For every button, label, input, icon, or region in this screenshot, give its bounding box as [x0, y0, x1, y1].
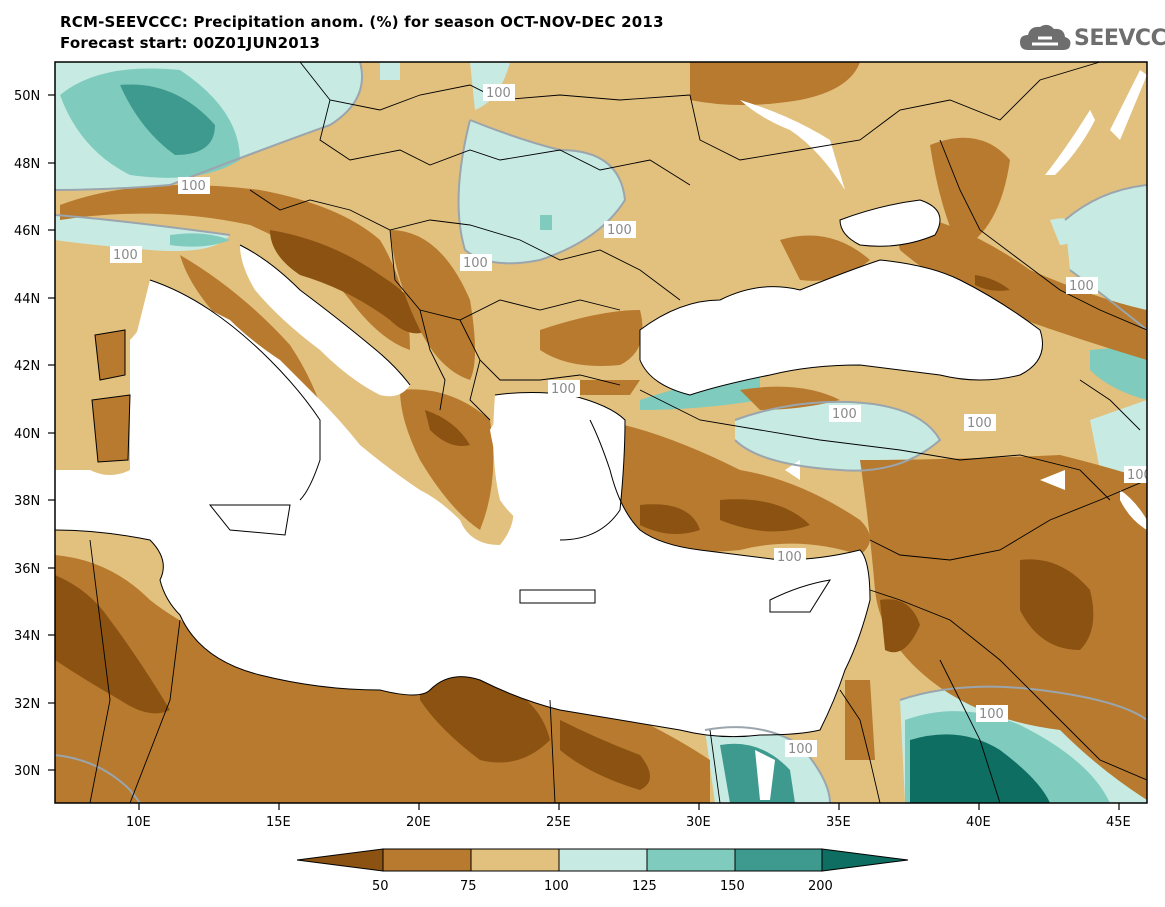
lat-label: 42N	[14, 359, 40, 374]
colorbar-tick: 100	[544, 879, 569, 894]
lon-label: 40E	[966, 815, 991, 830]
colorbar-tick: 50	[372, 879, 389, 894]
contour-label: 100	[483, 84, 515, 101]
colorbar-segment	[470, 848, 560, 872]
contour-label: 100	[460, 254, 492, 271]
lat-label: 38N	[14, 494, 40, 509]
lat-label: 30N	[14, 764, 40, 779]
colorbar-segment	[558, 848, 648, 872]
lon-label: 30E	[686, 815, 711, 830]
contour-label: 100	[604, 221, 636, 238]
contour-label: 100	[774, 548, 806, 565]
svg-text:100: 100	[1069, 279, 1094, 294]
colorbar-segment	[821, 848, 909, 872]
lat-label: 46N	[14, 224, 40, 239]
svg-text:100: 100	[1127, 468, 1152, 483]
country-borders	[89, 62, 1147, 803]
contour-label: 100	[110, 246, 142, 263]
lat-label: 44N	[14, 292, 40, 307]
map-panel: 100 100 100 100 100 100 100 100 100 100 …	[55, 62, 1152, 803]
svg-text:100: 100	[979, 707, 1004, 722]
latitude-labels: 50N 48N 46N 44N 42N 40N 38N 36N 34N 32N …	[14, 89, 40, 779]
colorbar-segment	[296, 848, 384, 872]
contour-label: 100	[785, 740, 817, 757]
lon-label: 20E	[406, 815, 431, 830]
svg-text:100: 100	[486, 86, 511, 101]
map-title: RCM-SEEVCCC: Precipitation anom. (%) for…	[60, 12, 664, 54]
colorbar-tick: 125	[632, 879, 657, 894]
svg-text:100: 100	[113, 248, 138, 263]
colorbar-tick: 75	[460, 879, 477, 894]
title-line-1: RCM-SEEVCCC: Precipitation anom. (%) for…	[60, 13, 664, 31]
svg-text:100: 100	[607, 223, 632, 238]
colorbar-segment	[382, 848, 472, 872]
colorbar-segment	[734, 848, 823, 872]
lon-label: 45E	[1106, 815, 1131, 830]
lat-label: 48N	[14, 157, 40, 172]
lat-label: 36N	[14, 562, 40, 577]
colorbar-labels: 50 75 100 125 150 200	[372, 879, 833, 894]
contour-label: 100	[964, 414, 996, 431]
contour-label: 100	[548, 380, 580, 397]
negative-anomaly-areas	[55, 62, 1147, 803]
svg-text:100: 100	[463, 256, 488, 271]
contour-label: 100	[976, 705, 1008, 722]
svg-text:100: 100	[788, 742, 813, 757]
lon-label: 35E	[826, 815, 851, 830]
contour-label: 100	[178, 177, 210, 194]
contour-labels: 100 100 100 100 100 100 100 100 100 100 …	[110, 84, 1152, 757]
cloud-icon	[1020, 24, 1071, 50]
lon-label: 15E	[266, 815, 291, 830]
coastlines	[55, 199, 1043, 738]
svg-text:100: 100	[777, 550, 802, 565]
seevccc-logo: SEEVCCC	[1018, 22, 1165, 56]
colorbar-tick: 200	[808, 879, 833, 894]
svg-text:100: 100	[967, 416, 992, 431]
longitude-axis	[138, 803, 1120, 810]
contour-label: 100	[829, 405, 861, 422]
lon-label: 10E	[126, 815, 151, 830]
lat-label: 34N	[14, 629, 40, 644]
colorbar	[296, 848, 909, 872]
logo-text: SEEVCCC	[1074, 26, 1165, 51]
lat-label: 50N	[14, 89, 40, 104]
svg-text:100: 100	[181, 179, 206, 194]
contour-label: 100	[1124, 466, 1152, 483]
latitude-axis	[48, 94, 55, 771]
lat-label: 40N	[14, 427, 40, 442]
title-line-2: Forecast start: 00Z01JUN2013	[60, 34, 321, 52]
contour-label: 100	[1066, 277, 1098, 294]
svg-text:100: 100	[551, 382, 576, 397]
colorbar-segment	[646, 848, 736, 872]
svg-text:100: 100	[832, 407, 857, 422]
longitude-labels: 10E 15E 20E 25E 30E 35E 40E 45E	[126, 815, 1131, 830]
lat-label: 32N	[14, 697, 40, 712]
lon-label: 25E	[546, 815, 571, 830]
colorbar-tick: 150	[720, 879, 745, 894]
sea-areas	[55, 70, 1147, 800]
